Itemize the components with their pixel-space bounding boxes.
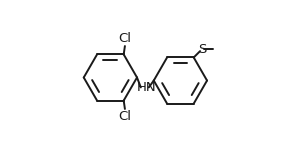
Text: S: S [198, 43, 206, 56]
Text: Cl: Cl [118, 110, 131, 123]
Text: Cl: Cl [118, 32, 131, 45]
Text: HN: HN [136, 81, 156, 94]
